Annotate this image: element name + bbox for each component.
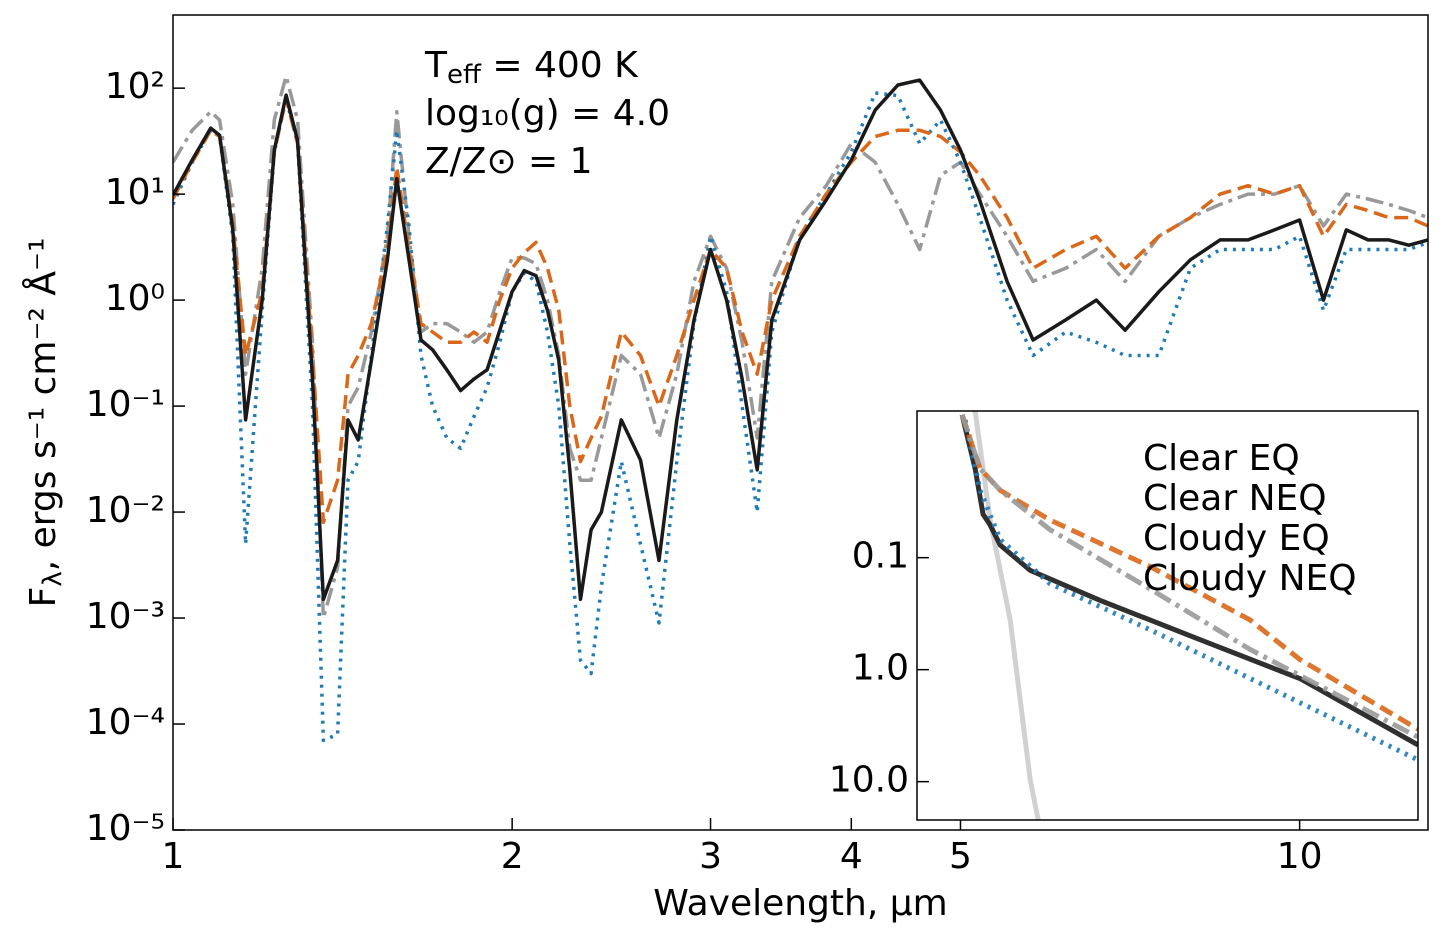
- annotation: Teff = 400 K: [424, 45, 639, 90]
- y-tick-label: 10¹: [105, 172, 165, 213]
- legend-entry: Cloudy EQ: [1143, 518, 1330, 559]
- y-tick-label: 10⁻⁵: [86, 808, 165, 849]
- plot-frame: [172, 14, 1429, 831]
- legend-entry: Clear EQ: [1143, 438, 1300, 479]
- y-axis-label-part: λ: [38, 571, 68, 586]
- y-axis-label: Fλ, ergs s⁻¹ cm⁻² Å⁻¹: [21, 238, 68, 608]
- x-tick-label: 1: [162, 836, 185, 877]
- y-tick-label: 10⁻¹: [86, 384, 165, 425]
- x-tick-label: 4: [840, 836, 863, 877]
- y-tick-label: 10⁻³: [86, 596, 165, 637]
- y-tick-label: 10⁰: [105, 278, 165, 319]
- y-tick-label: 10²: [105, 66, 165, 107]
- inset-y-tick-label: 10.0: [829, 760, 909, 801]
- annotation-part: = 400 K: [481, 45, 639, 86]
- annotation: log₁₀(g) = 4.0: [425, 93, 670, 134]
- plot-area: [173, 74, 1428, 743]
- x-tick-label: 5: [949, 836, 972, 877]
- inset-y-tick-label: 1.0: [852, 648, 909, 689]
- inset-plot-area: [959, 411, 1418, 820]
- x-tick-label: 10: [1277, 836, 1323, 877]
- y-tick-label: 10⁻²: [86, 490, 165, 531]
- spectrum-line: [173, 78, 1428, 602]
- x-axis-label: Wavelength, μm: [653, 883, 947, 924]
- annotation-part: Z/Z⊙ = 1: [425, 141, 593, 182]
- inset-y-tick-label: 0.1: [852, 536, 909, 577]
- profile-line: [972, 411, 1041, 820]
- inset-background: [917, 411, 1418, 820]
- spectrum-line: [173, 96, 1428, 525]
- annotation: Z/Z⊙ = 1: [425, 141, 593, 182]
- profile-line: [962, 419, 1418, 763]
- spectrum-line: [173, 91, 1428, 743]
- profile-line: [959, 414, 1418, 740]
- annotation-part: eff: [447, 60, 482, 90]
- spectrum-line: [173, 74, 1428, 620]
- annotation-part: T: [424, 45, 448, 86]
- annotation-part: log₁₀(g) = 4.0: [425, 93, 670, 134]
- profile-line: [959, 414, 1418, 732]
- x-tick-label: 2: [501, 836, 524, 877]
- inset-frame: [916, 410, 1419, 821]
- x-tick-label: 3: [699, 836, 722, 877]
- y-tick-label: 10⁻⁴: [86, 702, 165, 743]
- y-axis-label-part: F: [23, 587, 64, 608]
- legend-entry: Clear NEQ: [1143, 478, 1327, 519]
- legend-entry: Cloudy NEQ: [1143, 558, 1357, 599]
- y-axis-label-part: , ergs s⁻¹ cm⁻² Å⁻¹: [21, 238, 64, 572]
